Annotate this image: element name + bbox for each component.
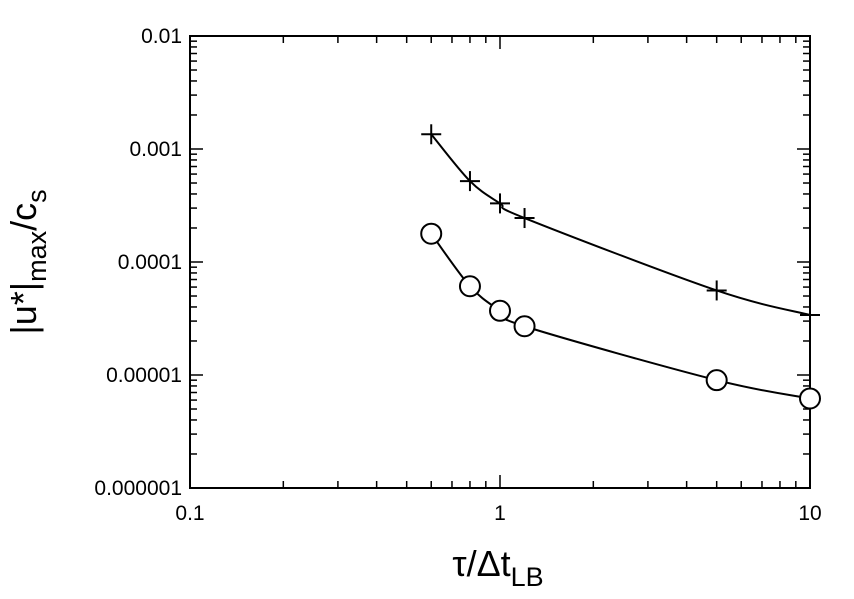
y-axis-label-tail: /c [3,203,44,231]
data-point-plus [421,124,442,145]
plot-axes [189,35,811,489]
data-point-plus [490,193,510,214]
data-point-plus [706,280,727,301]
x-tick-label: 1 [494,502,506,525]
data-point-plus [800,304,820,325]
x-tick-label: 0.1 [175,502,204,525]
y-axis-label: |u*|max/cs [3,189,52,334]
data-point-circle [420,222,443,245]
y-tick-label: 0.01 [141,25,182,48]
data-point-circle [705,369,728,392]
series-group [420,124,821,410]
x-axis-label: τ/ΔtLB [452,543,543,592]
data-point-circle [458,275,481,298]
data-point-circle [489,299,511,322]
series-line [430,233,811,400]
y-tick-label: 0.000001 [94,477,182,500]
axis-ticks [189,36,810,489]
series-line [430,133,811,316]
y-axis-label-sub: max [22,230,52,282]
y-axis-label-main: |u*| [3,282,44,335]
y-axis-label-sub2: s [22,189,52,203]
data-point-plus [459,171,480,192]
series-plus [421,124,820,325]
data-point-circle [799,387,821,410]
plot-frame [189,35,811,489]
y-tick-label: 0.001 [129,138,182,161]
x-axis-label-main: τ/Δt [452,543,510,584]
y-tick-label: 0.0001 [118,251,182,274]
data-point-circle [513,315,536,338]
series-circle [420,222,821,410]
data-point-plus [514,208,535,229]
x-axis-label-sub: LB [511,562,544,592]
y-tick-label: 0.00001 [106,364,182,387]
tick-labels: 0.1 1 10 0.01 0.001 0.0001 0.00001 0.000001 [94,25,821,525]
x-tick-label: 10 [798,502,821,525]
